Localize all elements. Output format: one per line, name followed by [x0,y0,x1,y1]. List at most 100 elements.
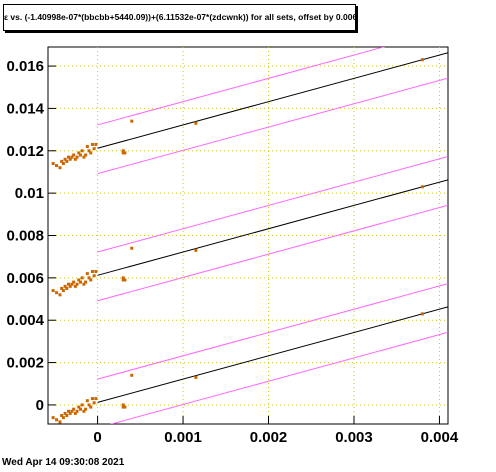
data-point [87,149,91,153]
data-point [63,411,67,415]
band-lines [97,47,448,424]
x-tick-label: 0 [93,429,101,446]
data-point [420,312,424,316]
y-tick-label: 0.002 [6,355,44,372]
data-point [92,147,96,151]
data-point [194,375,198,379]
x-tick-label: 0.002 [250,429,288,446]
data-point [72,280,76,284]
data-point [55,418,59,422]
data-point [78,407,82,411]
data-point [85,145,89,149]
data-point [420,58,424,62]
data-point [80,276,84,280]
data-point [85,272,89,276]
data-point [85,399,89,403]
data-point [130,246,134,250]
y-tick-label: 0.006 [6,270,44,287]
y-tick-label: 0.004 [6,312,44,329]
data-point [90,270,94,274]
y-tick-labels: 0 0.002 0.004 0.006 0.008 0.01 0.012 0.014 0.016 [6,58,44,414]
data-point [60,159,64,163]
fit-lines [97,52,448,403]
data-point [67,409,71,413]
data-point [92,274,96,278]
band-line [97,204,448,302]
y-tick-label: 0.014 [6,100,44,117]
x-tick-labels: 0 0.001 0.002 0.003 0.004 [93,429,458,446]
data-point [121,403,125,407]
data-point [121,405,125,409]
fit-line [97,306,448,403]
fit-line [97,52,448,149]
data-point [63,284,67,288]
data-point [61,416,65,420]
data-point [61,289,65,293]
data-point [194,121,198,125]
y-tick-label: 0.012 [6,143,44,160]
x-tick-label: 0.001 [164,429,202,446]
data-point [121,151,125,155]
y-tick-label: 0.016 [6,58,44,75]
data-point [65,159,69,163]
band-line [109,331,448,424]
timestamp: Wed Apr 14 09:30:08 2021 [2,457,125,468]
data-point [67,155,71,159]
data-point [78,280,82,284]
data-point [87,276,91,280]
data-point [68,284,72,288]
fit-line [97,179,448,276]
data-point [194,248,198,252]
data-point [58,293,62,297]
data-point [94,397,98,401]
data-point [70,282,74,286]
data-point [121,149,125,153]
data-point [82,155,86,159]
band-line [97,77,448,175]
data-point [123,151,127,155]
data-point [121,276,125,280]
data-point [84,280,88,284]
band-line [97,47,386,126]
data-point [72,407,76,411]
data-point [68,411,72,415]
x-tick-label: 0.004 [421,429,459,446]
data-point [58,166,62,170]
data-point [63,157,67,161]
data-point [420,185,424,189]
data-point [80,149,84,153]
data-point [67,282,71,286]
chart-title: ε vs. (-1.40998e-07*(bbcbb+5440.09))+(6.… [3,4,356,31]
data-point [87,403,91,407]
data-point [55,164,59,168]
band-line [97,156,448,253]
data-point [73,411,77,415]
data-point [77,405,81,409]
data-point [84,407,88,411]
data-point [90,142,94,146]
data-point [89,151,93,155]
data-point [60,286,64,290]
data-point [77,151,81,155]
data-point [51,416,55,420]
data-point [92,401,96,405]
data-point [70,155,74,159]
x-tick-label: 0.003 [335,429,373,446]
data-point [68,157,72,161]
data-point [121,278,125,282]
grid [48,47,448,424]
data-point [75,155,79,159]
data-points [51,58,424,424]
data-point [73,284,77,288]
data-point [130,373,134,377]
data-point [73,157,77,161]
data-point [60,414,64,418]
data-point [89,278,93,282]
data-point [84,153,88,157]
data-point [72,153,76,157]
band-line [97,283,448,380]
data-point [78,153,82,157]
data-point [82,282,86,286]
data-point [80,403,84,407]
